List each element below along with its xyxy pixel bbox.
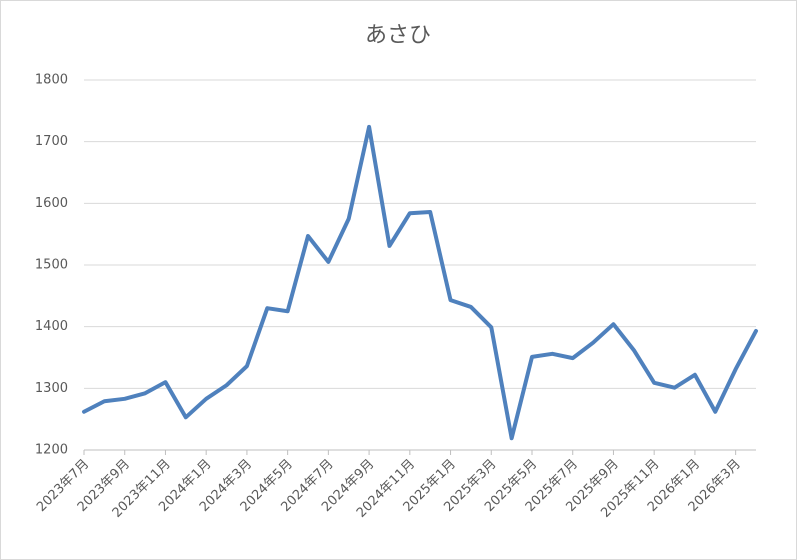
y-tick-label: 1200 [35, 443, 68, 458]
y-tick-label: 1600 [35, 196, 68, 211]
y-tick-label: 1700 [35, 134, 68, 149]
y-tick-label: 1400 [35, 319, 68, 334]
y-tick-label: 1500 [35, 258, 68, 273]
y-tick-label: 1300 [35, 381, 68, 396]
chart-title: あさひ [365, 23, 431, 48]
y-tick-label: 1800 [35, 73, 68, 88]
data-line [82, 124, 758, 441]
